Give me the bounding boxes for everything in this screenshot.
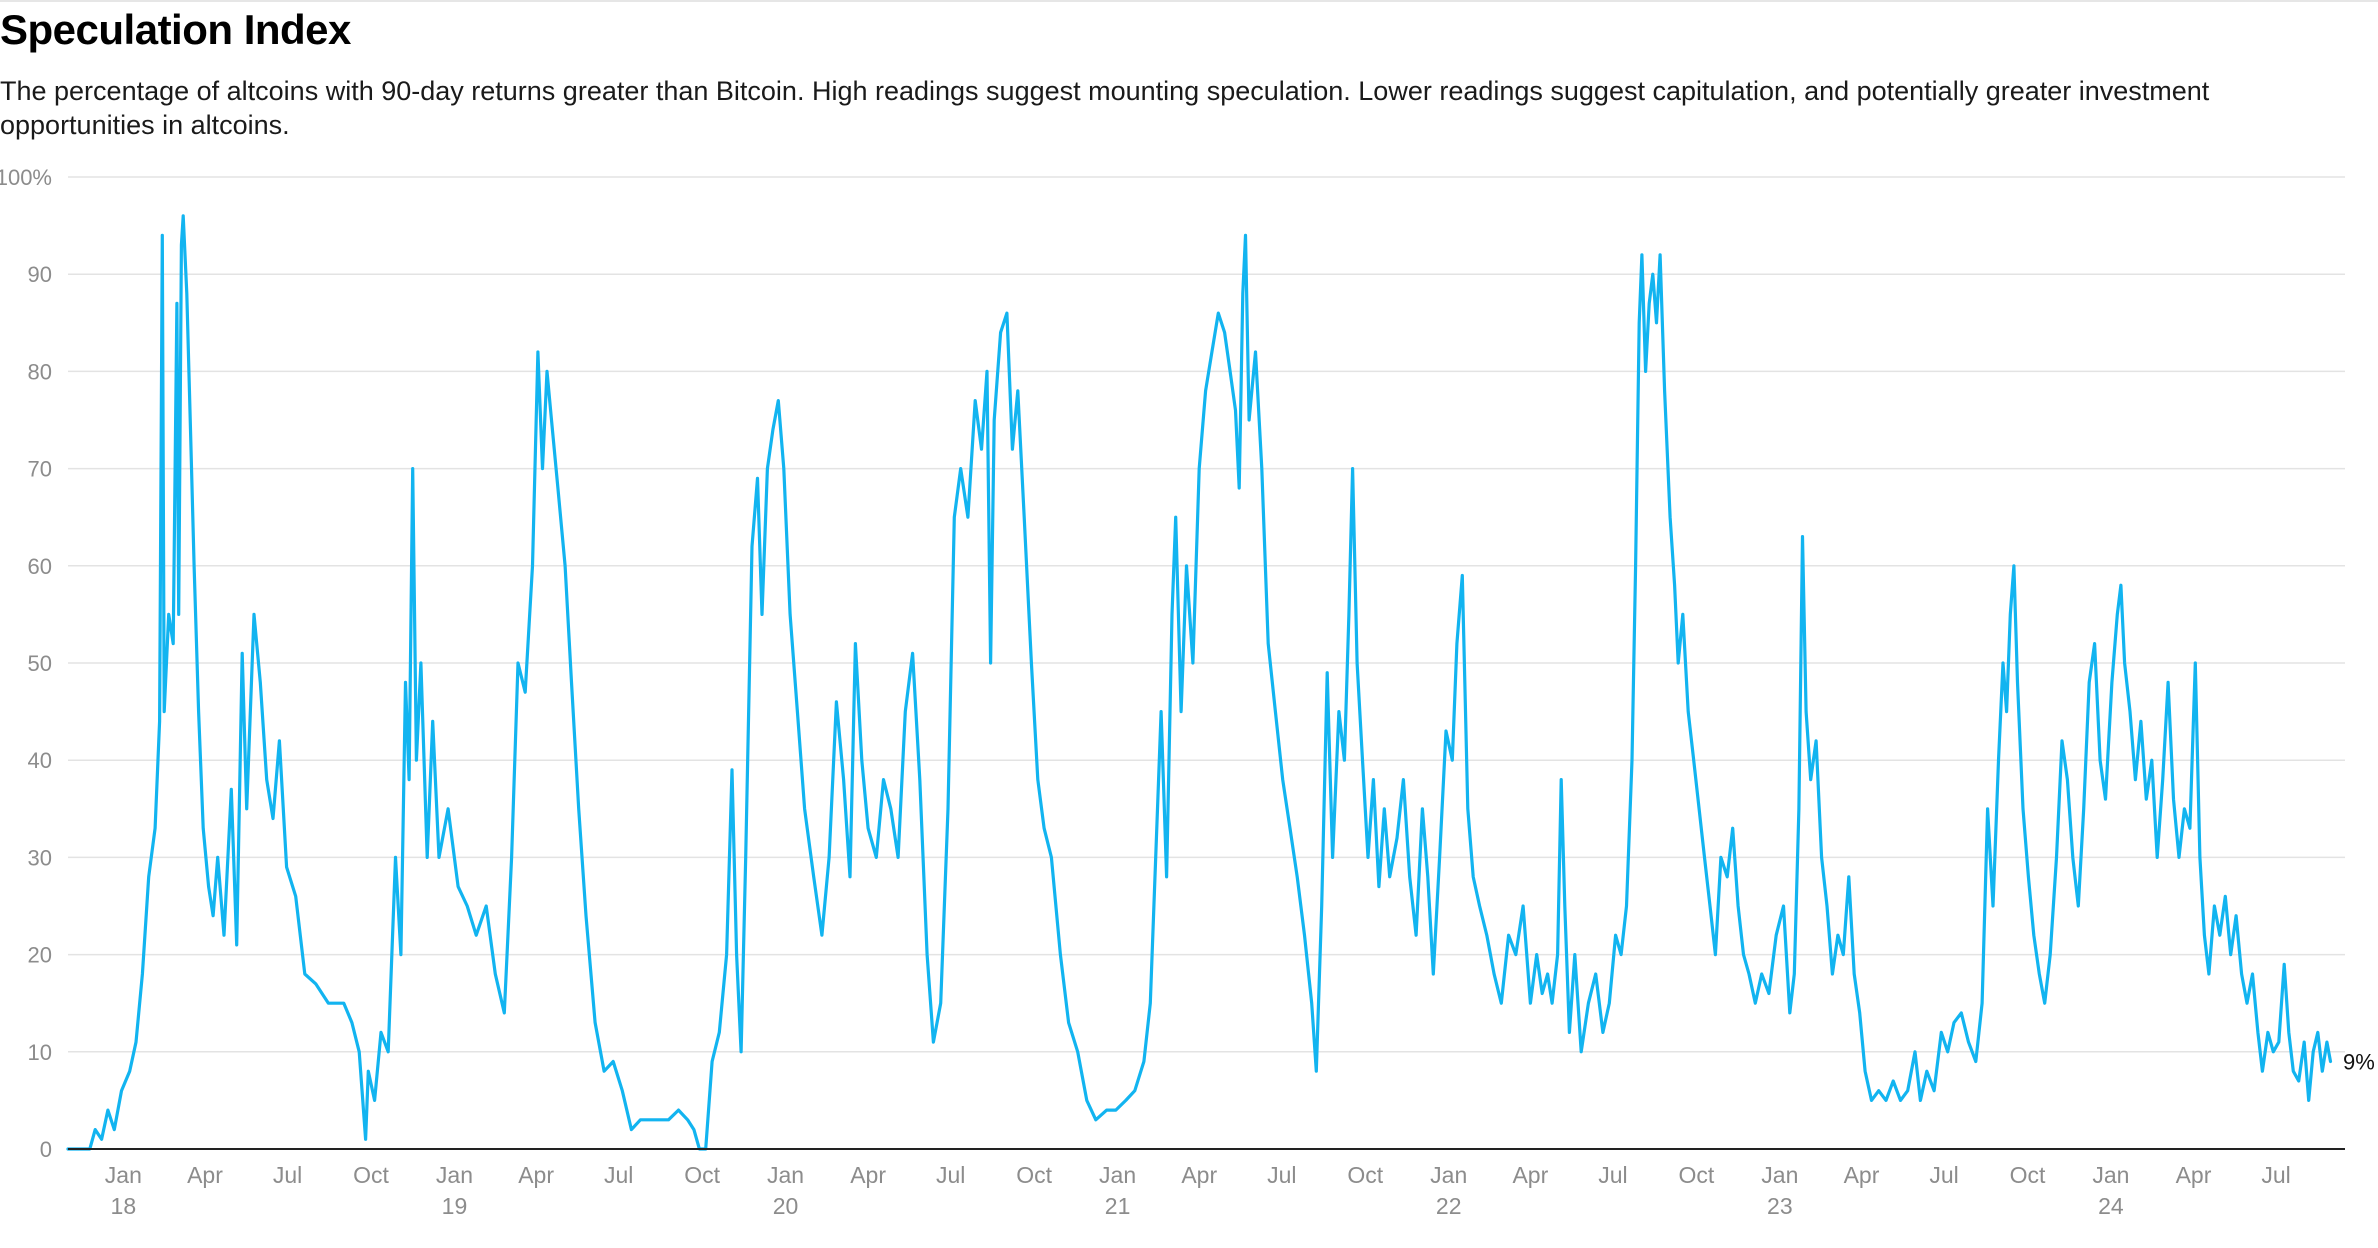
x-tick-label: Oct	[1347, 1162, 1383, 1188]
y-tick-label: 0	[40, 1137, 52, 1162]
x-tick-label: Jul	[936, 1162, 965, 1188]
x-tick-label: Jan	[1761, 1162, 1798, 1188]
y-tick-label: 90	[28, 262, 52, 287]
x-tick-label: Jan	[1430, 1162, 1467, 1188]
x-tick-label: Jul	[1598, 1162, 1627, 1188]
x-tick-label: Oct	[353, 1162, 389, 1188]
grid-lines	[68, 176, 2345, 1053]
x-tick-label: Jan	[436, 1162, 473, 1188]
x-tick-label: Apr	[2176, 1162, 2212, 1188]
x-tick-year-label: 22	[1436, 1193, 1462, 1219]
x-tick-label: Jul	[1929, 1162, 1958, 1188]
x-tick-year-label: 19	[442, 1193, 468, 1219]
x-tick-label: Apr	[1844, 1162, 1880, 1188]
x-tick-label: Apr	[850, 1162, 886, 1188]
x-tick-label: Jan	[2092, 1162, 2129, 1188]
x-tick-label: Jul	[1267, 1162, 1296, 1188]
y-tick-label: 60	[28, 554, 52, 579]
x-tick-label: Jul	[273, 1162, 302, 1188]
x-tick-label: Oct	[2010, 1162, 2046, 1188]
chart-subtitle: The percentage of altcoins with 90-day r…	[0, 76, 2210, 140]
y-tick-label: 50	[28, 651, 52, 676]
series-line-1	[66, 214, 2333, 1151]
y-tick-label: 70	[28, 457, 52, 482]
x-tick-label: Oct	[684, 1162, 720, 1188]
x-tick-label: Jul	[2261, 1162, 2290, 1188]
y-tick-label: 40	[28, 748, 52, 773]
x-tick-label: Apr	[1181, 1162, 1217, 1188]
x-tick-label: Apr	[518, 1162, 554, 1188]
y-tick-label: 20	[28, 943, 52, 968]
x-tick-year-label: 20	[773, 1193, 799, 1219]
y-tick-label: 30	[28, 845, 52, 870]
y-tick-label: 100%	[0, 165, 52, 190]
x-axis-tick-labels: Jan 18 Apr Jul Oct Jan 19 Apr Jul Oct Jan 20 Apr Jul O…	[105, 1162, 2291, 1219]
series-layer: 9%	[66, 214, 2375, 1151]
end-value-label: 9%	[2343, 1050, 2375, 1075]
x-tick-label: Oct	[1016, 1162, 1052, 1188]
x-tick-label: Jan	[105, 1162, 142, 1188]
top-border	[0, 0, 2378, 2]
x-tick-year-label: 18	[111, 1193, 137, 1219]
x-tick-label: Jan	[767, 1162, 804, 1188]
x-tick-label: Oct	[1678, 1162, 1714, 1188]
y-tick-label: 80	[28, 359, 52, 384]
y-axis-tick-labels: 100% 90 80 70 60 50 40 30 20 10 0	[0, 165, 52, 1162]
x-tick-year-label: 24	[2098, 1193, 2124, 1219]
x-tick-year-label: 23	[1767, 1193, 1793, 1219]
x-tick-label: Jul	[604, 1162, 633, 1188]
x-tick-label: Apr	[1512, 1162, 1548, 1188]
x-tick-year-label: 21	[1105, 1193, 1131, 1219]
chart-title: Speculation Index	[0, 6, 351, 53]
x-tick-label: Jan	[1099, 1162, 1136, 1188]
y-tick-label: 10	[28, 1040, 52, 1065]
x-tick-label: Apr	[187, 1162, 223, 1188]
